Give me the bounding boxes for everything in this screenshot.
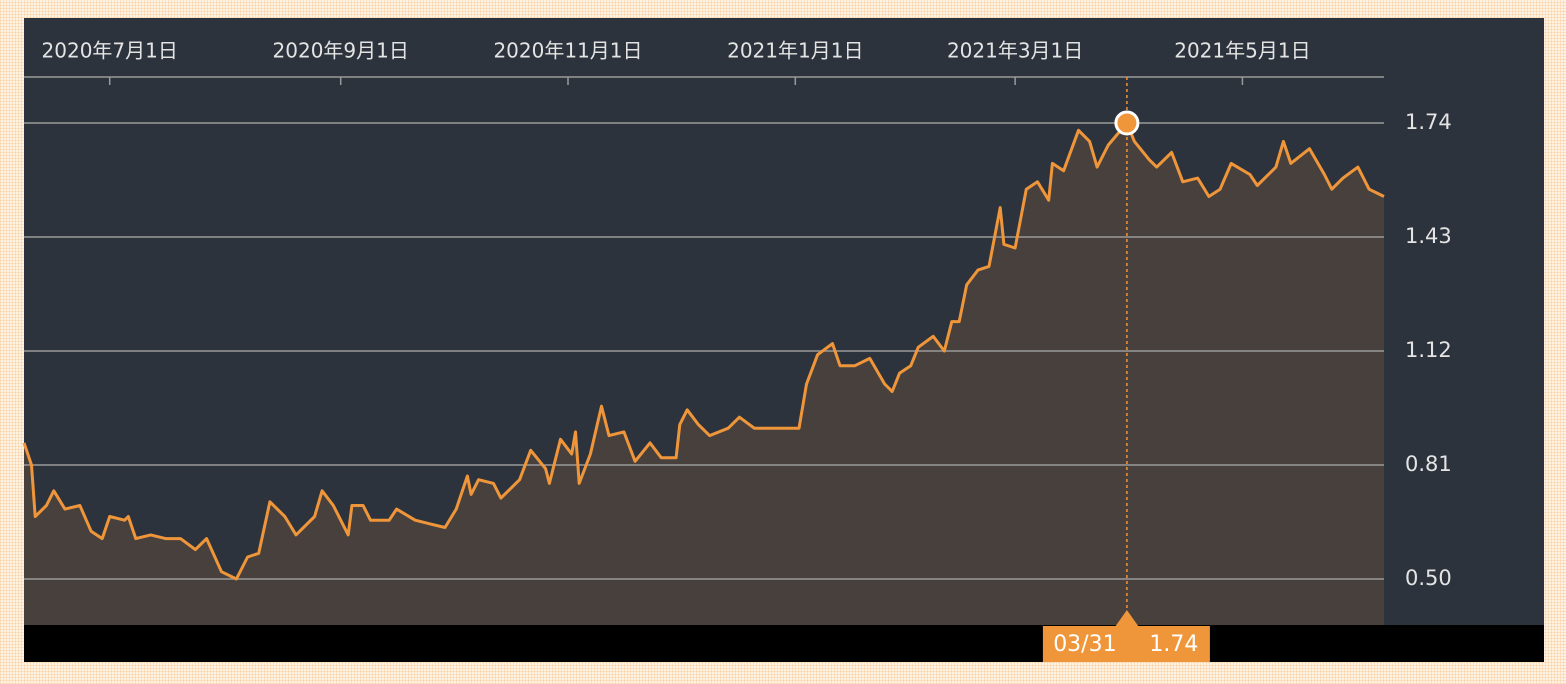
bottom-bar xyxy=(24,625,1544,662)
x-tick-label: 2020年9月1日 xyxy=(273,39,409,63)
y-tick-label: 1.12 xyxy=(1405,338,1452,362)
tooltip-box xyxy=(1042,626,1210,662)
y-tick-label: 0.81 xyxy=(1405,452,1452,476)
x-tick-label: 2020年7月1日 xyxy=(42,39,178,63)
tooltip-value: 1.74 xyxy=(1149,632,1198,657)
x-tick-label: 2020年11月1日 xyxy=(493,39,642,63)
x-tick-label: 2021年1月1日 xyxy=(727,39,863,63)
y-tick-label: 1.74 xyxy=(1405,110,1452,134)
y-tick-label: 1.43 xyxy=(1405,224,1452,248)
y-tick-label: 0.50 xyxy=(1405,566,1452,590)
area-fill xyxy=(24,123,1384,625)
line xyxy=(22,121,1385,581)
tooltip-date: 03/31 xyxy=(1053,632,1116,657)
x-tick-label: 2021年3月1日 xyxy=(947,39,1083,63)
x-tick-label: 2021年5月1日 xyxy=(1174,39,1310,63)
tooltip-pointer xyxy=(1114,610,1139,627)
hover-point xyxy=(1114,110,1140,136)
